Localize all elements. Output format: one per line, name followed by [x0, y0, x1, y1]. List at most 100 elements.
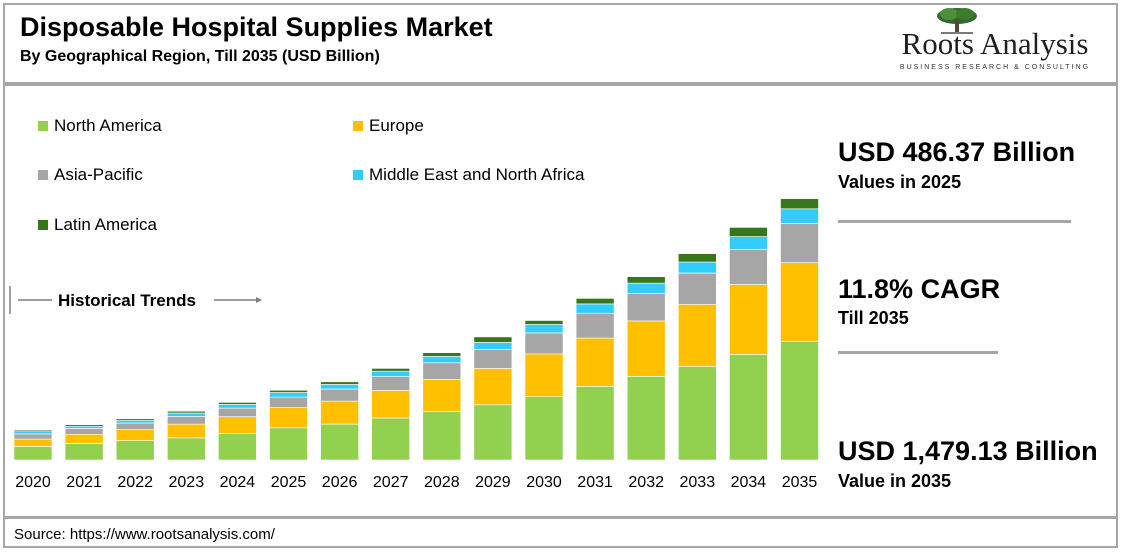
bar-segment-2022-1 [115, 429, 155, 441]
bar-segment-2024-1 [218, 416, 257, 434]
source-note: Source: https://www.rootsanalysis.com/ [14, 526, 275, 543]
bar-segment-2025-2 [269, 396, 308, 408]
bar-segment-2021-2 [64, 428, 104, 435]
bar-segment-2034-4 [729, 227, 768, 237]
legend-swatch [353, 170, 363, 180]
legend-item-mena: Middle East and North Africa [353, 165, 584, 185]
bar-segment-2029-0 [473, 404, 513, 461]
bar-segment-2035-2 [780, 223, 819, 263]
callout-divider [838, 220, 1071, 223]
bar-segment-2023-1 [167, 423, 206, 439]
callout-value-2035-label: Value in 2035 [838, 471, 952, 491]
bar-segment-2026-0 [320, 423, 359, 461]
x-tick-label: 2023 [169, 474, 205, 491]
bar-segment-2029-3 [473, 342, 513, 350]
legend-swatch [38, 121, 48, 131]
bar-segment-2025-1 [269, 407, 308, 429]
chart-frame [3, 3, 1118, 548]
bar-segment-2020-0 [13, 446, 53, 461]
bar-segment-2031-1 [575, 337, 615, 387]
company-logo: Roots Analysis BUSINESS RESEARCH & CONSU… [890, 6, 1100, 72]
bar-segment-2027-0 [371, 417, 411, 461]
bar-segment-2033-2 [677, 272, 717, 305]
bar-segment-2025-3 [269, 392, 308, 398]
x-tick-label: 2028 [424, 474, 460, 491]
bar-segment-2030-0 [524, 396, 564, 461]
x-tick-label: 2021 [66, 474, 102, 491]
legend-item-europe: Europe [353, 116, 424, 136]
chart-title: Disposable Hospital Supplies Market [20, 12, 493, 42]
bar-segment-2027-4 [371, 368, 411, 372]
header-divider [3, 82, 1118, 86]
bar-segment-2020-4 [13, 429, 53, 433]
bar-segment-2028-3 [422, 356, 462, 364]
x-tick-label: 2032 [628, 474, 664, 491]
bar-segment-2033-1 [677, 303, 717, 367]
bar-segment-2027-3 [371, 370, 411, 377]
bar-segment-2024-3 [218, 404, 257, 409]
legend-item-asia-pacific: Asia-Pacific [38, 165, 143, 185]
callout-cagr-label: Till 2035 [838, 308, 909, 328]
x-tick-label: 2026 [322, 474, 358, 491]
tree-icon [937, 8, 977, 34]
callout-cagr: 11.8% CAGR [838, 274, 1001, 304]
bar-segment-2029-1 [473, 368, 513, 406]
legend-label: Asia-Pacific [54, 165, 143, 184]
bar-segment-2020-3 [13, 431, 53, 435]
x-tick-label: 2024 [220, 474, 256, 491]
bar-segment-2023-2 [167, 416, 206, 425]
bar-segment-2035-1 [780, 262, 819, 342]
historical-trends-label: Historical Trends [58, 291, 196, 310]
logo-name: Roots Analysis [901, 26, 1089, 61]
footer-divider [3, 516, 1118, 519]
callout-value-2025-label: Values in 2025 [838, 172, 962, 192]
bar-segment-2031-0 [575, 386, 615, 461]
x-tick-label: 2035 [782, 474, 818, 491]
bar-segment-2032-3 [626, 282, 666, 294]
bar-segment-2032-0 [626, 375, 666, 461]
bar-segment-2032-4 [626, 276, 666, 284]
bar-segment-2029-2 [473, 349, 513, 369]
bar-segment-2034-1 [729, 284, 768, 355]
bar-segment-2030-4 [524, 320, 564, 325]
x-tick-label: 2034 [731, 474, 767, 491]
legend-label: Latin America [54, 215, 157, 234]
bar-segment-2035-3 [780, 208, 819, 224]
legend-swatch [353, 121, 363, 131]
bar-segment-2032-1 [626, 320, 666, 377]
bar-segment-2028-4 [422, 352, 462, 357]
legend-item-latin-america: Latin America [38, 215, 157, 235]
x-tick-label: 2033 [680, 474, 716, 491]
chart-subtitle: By Geographical Region, Till 2035 (USD B… [20, 48, 380, 65]
bar-segment-2020-2 [13, 433, 53, 440]
bar-segment-2034-2 [729, 249, 768, 285]
legend-label: Middle East and North Africa [369, 165, 585, 184]
bar-segment-2034-0 [729, 354, 768, 461]
bar-segment-2027-2 [371, 376, 411, 391]
x-tick-label: 2022 [117, 474, 153, 491]
bar-segment-2028-0 [422, 411, 462, 461]
bar-segment-2035-0 [780, 340, 819, 461]
bar-segment-2030-2 [524, 332, 564, 355]
bar-segment-2021-4 [64, 424, 104, 427]
bar-segment-2024-4 [218, 402, 257, 405]
bar-segment-2024-0 [218, 432, 257, 461]
callout-divider [838, 351, 998, 354]
bar-segment-2028-2 [422, 362, 462, 380]
bar-segment-2030-3 [524, 324, 564, 334]
legend-swatch [38, 220, 48, 230]
bar-segment-2026-4 [320, 381, 359, 385]
bar-segment-2021-0 [64, 443, 104, 461]
bar-segment-2031-4 [575, 298, 615, 305]
bar-segment-2033-0 [677, 366, 717, 461]
bar-segment-2033-3 [677, 261, 717, 274]
bar-segment-2021-1 [64, 433, 104, 444]
logo-tagline: BUSINESS RESEARCH & CONSULTING [899, 64, 1091, 71]
bar-segment-2026-1 [320, 400, 359, 425]
bar-segment-2035-4 [780, 198, 819, 210]
bar-segment-2027-1 [371, 390, 411, 419]
bar-segment-2029-4 [473, 336, 513, 343]
bar-segment-2026-3 [320, 384, 359, 390]
bar-segment-2034-3 [729, 236, 768, 250]
